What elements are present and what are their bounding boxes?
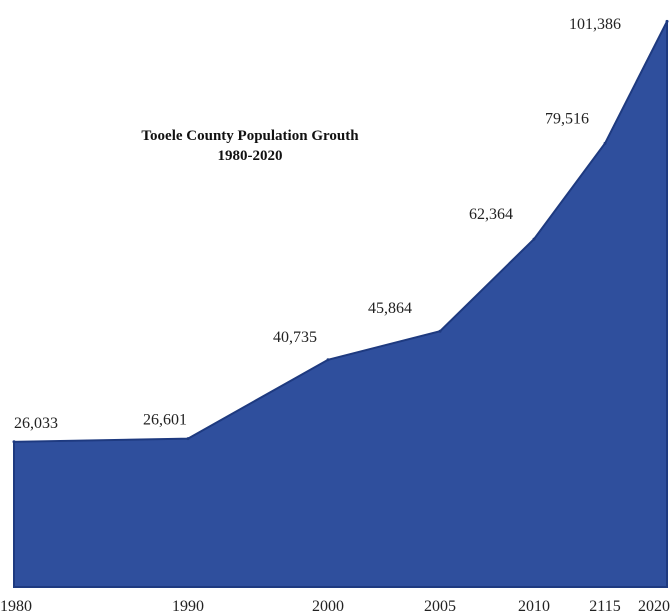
data-point (439, 330, 442, 333)
data-point (13, 440, 16, 443)
data-label: 26,601 (143, 412, 187, 429)
x-tick-label: 2005 (424, 598, 456, 614)
data-point (533, 238, 536, 241)
data-label: 62,364 (469, 206, 513, 223)
x-tick-label: 2020 (638, 598, 670, 614)
data-point (666, 20, 669, 23)
data-point (327, 358, 330, 361)
x-tick-label: 2010 (518, 598, 550, 614)
x-tick-label: 2000 (312, 598, 344, 614)
data-label: 79,516 (545, 110, 589, 127)
data-label: 26,033 (14, 415, 58, 432)
data-label: 40,735 (273, 329, 317, 346)
data-label: 45,864 (368, 300, 412, 317)
area-series (14, 21, 667, 587)
x-tick-label: 2115 (589, 598, 620, 614)
data-point (604, 142, 607, 145)
data-label: 101,386 (569, 16, 621, 33)
data-point (187, 437, 190, 440)
x-tick-label: 1990 (172, 598, 204, 614)
x-tick-label: 1980 (0, 598, 32, 614)
